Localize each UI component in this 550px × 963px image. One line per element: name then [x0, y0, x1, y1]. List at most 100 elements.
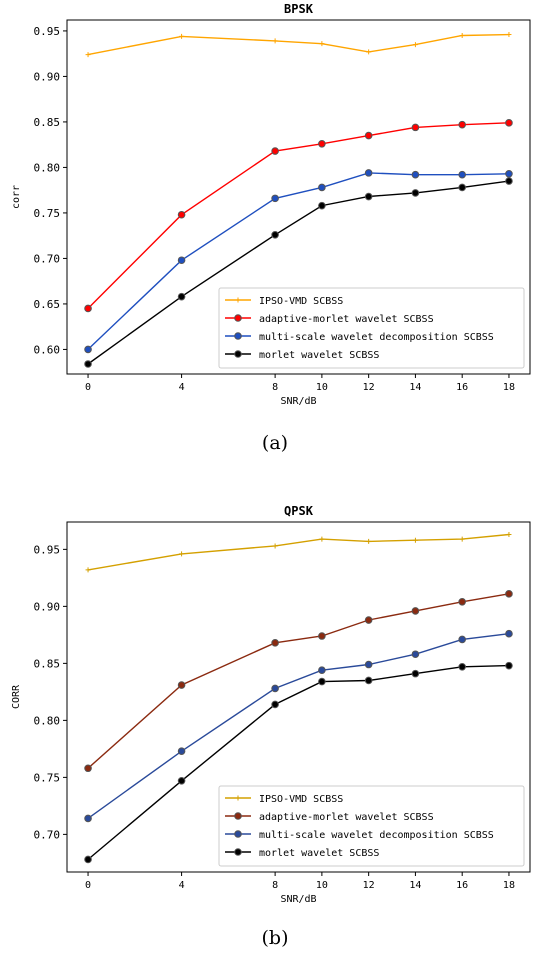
data-point [318, 183, 326, 192]
data-point [411, 669, 420, 678]
data-point [458, 598, 466, 606]
y-axis-label: corr [11, 185, 22, 209]
series-2 [84, 590, 513, 773]
data-point [318, 201, 326, 210]
x-tick-label: 0 [85, 382, 91, 393]
chart-qpsk: QPSK 0 4 8 10 12 14 16 18 0.70 0.75 0.80 0.85 0.90 0.9… [11, 504, 531, 905]
series-line [87, 122, 510, 309]
x-tick-label: 4 [179, 382, 185, 393]
x-tick-label: 14 [409, 880, 421, 891]
data-point [177, 747, 186, 755]
series-line [87, 593, 510, 769]
x-tick-label: 14 [409, 382, 421, 393]
data-point [366, 538, 372, 544]
data-point [84, 814, 92, 823]
x-tick-label: 12 [363, 382, 375, 393]
data-point [318, 666, 326, 675]
x-axis-label: SNR/dB [280, 894, 316, 905]
data-point [271, 700, 279, 709]
data-point [506, 32, 512, 38]
x-tick-label: 8 [272, 880, 278, 891]
data-point [271, 194, 279, 203]
caption-b: (b) [261, 927, 289, 949]
data-point [364, 616, 373, 624]
data-point [318, 139, 326, 148]
data-point [505, 629, 513, 638]
data-point [364, 676, 373, 685]
data-point [177, 681, 186, 689]
data-point [84, 304, 92, 313]
legend-marker [234, 830, 242, 838]
series-4 [84, 661, 513, 864]
data-point [458, 183, 466, 192]
data-point [177, 776, 186, 785]
legend-label: IPSO-VMD SCBSS [259, 794, 343, 805]
series-line [87, 180, 510, 365]
data-point [84, 345, 92, 354]
data-point [505, 119, 513, 127]
series-line [87, 533, 510, 571]
y-tick-label: 0.85 [34, 116, 61, 129]
chart-bpsk: BPSK 0 4 8 10 12 14 16 18 0.60 0.65 0.70 0.75 0.80 0.8… [11, 2, 531, 407]
series-1 [85, 532, 512, 573]
data-point [506, 532, 512, 538]
y-tick-label: 0.80 [34, 161, 61, 174]
data-point [411, 170, 420, 179]
data-point [458, 662, 466, 671]
data-point [319, 536, 325, 542]
data-point [459, 536, 465, 542]
data-point [458, 635, 466, 644]
data-point [177, 210, 186, 219]
x-tick-label: 18 [503, 382, 515, 393]
x-tick-label: 10 [316, 382, 328, 393]
y-tick-label: 0.60 [34, 343, 61, 356]
series-4 [84, 177, 513, 368]
y-tick-label: 0.95 [34, 25, 61, 38]
legend-label: morlet wavelet SCBSS [259, 848, 379, 859]
x-axis-label: SNR/dB [280, 396, 316, 407]
data-point [364, 169, 373, 177]
series-1 [85, 32, 512, 58]
data-point [85, 567, 91, 573]
plot-frame [66, 521, 531, 873]
data-point [459, 32, 465, 38]
data-point [271, 230, 279, 239]
data-point [84, 855, 92, 864]
legend-item: IPSO-VMD SCBSS [225, 296, 343, 307]
legend-marker [235, 795, 241, 801]
y-axis-label: CORR [11, 684, 22, 709]
y-tick-label: 0.70 [34, 252, 61, 265]
legend-box [218, 287, 525, 369]
chart-title: BPSK [284, 2, 314, 16]
caption-a: (a) [261, 432, 289, 454]
legend-label: adaptive-morlet wavelet SCBSS [259, 812, 434, 823]
data-point [271, 147, 279, 155]
y-tick-label: 0.75 [34, 771, 61, 784]
series-line [87, 633, 510, 819]
data-point [364, 131, 373, 140]
data-point [505, 661, 513, 670]
data-point [272, 543, 278, 549]
x-tick-label: 16 [456, 880, 468, 891]
x-tick-label: 0 [85, 880, 91, 891]
legend-item: multi-scale wavelet decomposition SCBSS [225, 332, 494, 343]
plot-frame [66, 19, 531, 375]
data-point [411, 607, 420, 615]
x-tick-label: 12 [363, 880, 375, 891]
y-tick-label: 0.90 [34, 70, 61, 83]
x-tick-label: 16 [456, 382, 468, 393]
legend: IPSO-VMD SCBSS adaptive-morlet wavelet SC… [218, 287, 525, 369]
data-point [271, 684, 279, 693]
data-point [84, 360, 92, 368]
legend-marker [235, 297, 241, 303]
x-tick-label: 8 [272, 382, 278, 393]
y-tick-label: 0.70 [34, 828, 61, 841]
y-tick-label: 0.80 [34, 714, 61, 727]
data-point [505, 590, 513, 598]
x-tick-label: 18 [503, 880, 515, 891]
data-point [505, 169, 513, 178]
y-tick-label: 0.75 [34, 207, 61, 220]
data-point [411, 123, 420, 132]
series-2 [84, 119, 513, 313]
series-line [87, 664, 510, 861]
